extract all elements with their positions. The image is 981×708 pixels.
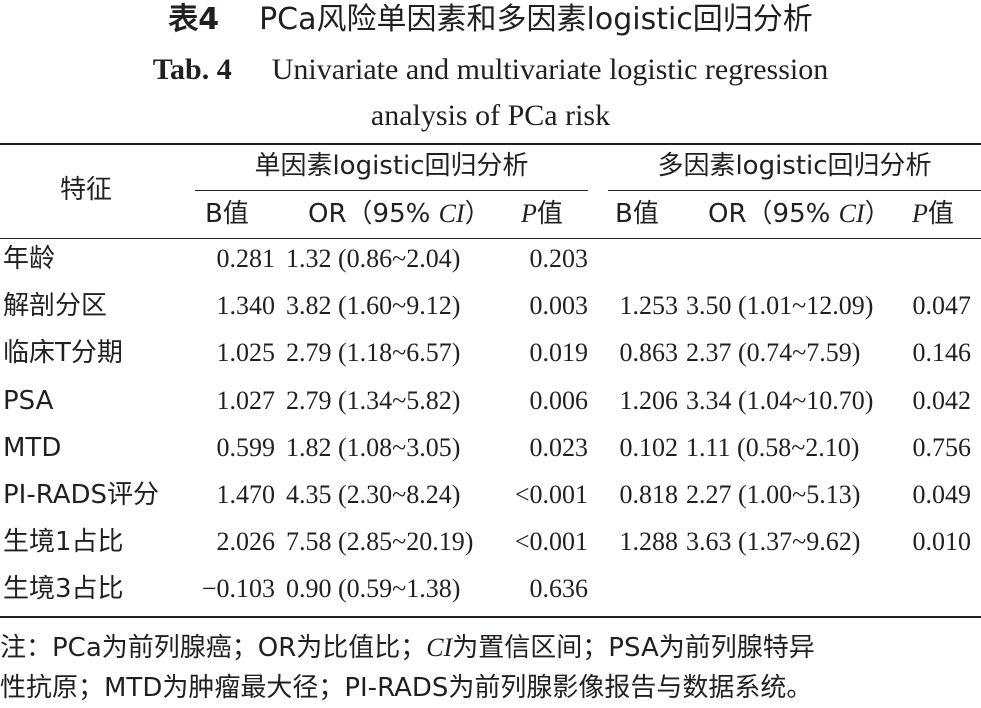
row-univariate-or: 2.79 (1.18~6.57) — [286, 338, 461, 367]
row-multivariate-p: 0.756 — [912, 433, 972, 462]
caption-en-title-line2: analysis of PCa risk — [370, 99, 611, 132]
multivariate-group-rule — [608, 190, 981, 191]
row-multivariate-or: 1.11 (0.58~2.10) — [686, 433, 860, 462]
header-univariate-p: P值 — [521, 199, 563, 229]
caption-en-label: Tab. 4 — [152, 53, 232, 86]
row-multivariate-or: 3.50 (1.01~12.09) — [686, 291, 874, 320]
row-multivariate-b: 1.253 — [619, 291, 679, 320]
header-feature: 特征 — [60, 175, 113, 205]
row-feature: 生境1占比 — [3, 527, 124, 557]
row-univariate-b: 1.340 — [216, 291, 276, 320]
row-feature: 生境3占比 — [3, 574, 124, 604]
row-univariate-p: 0.023 — [529, 433, 589, 462]
row-univariate-p: 0.006 — [529, 386, 589, 415]
header-multivariate-p: P值 — [912, 199, 954, 229]
row-univariate-or: 2.79 (1.34~5.82) — [286, 386, 461, 415]
header-bottom-rule — [0, 238, 981, 239]
univariate-group-rule — [195, 190, 588, 191]
table-caption-en-cont: analysis of PCa risk — [0, 98, 981, 134]
row-multivariate-p: 0.047 — [912, 291, 972, 320]
row-univariate-p: 0.203 — [529, 244, 589, 273]
row-feature: MTD — [3, 433, 62, 463]
table-top-rule — [0, 143, 981, 145]
row-univariate-b: 0.599 — [216, 433, 276, 462]
row-univariate-or: 3.82 (1.60~9.12) — [286, 291, 461, 320]
caption-cn-title: PCa风险单因素和多因素logistic回归分析 — [259, 2, 813, 37]
row-univariate-or: 1.82 (1.08~3.05) — [286, 433, 461, 462]
note-text-b: 为置信区间；PSA为前列腺特异 — [452, 633, 815, 663]
p-letter: P — [521, 199, 537, 228]
row-univariate-or: 4.35 (2.30~8.24) — [286, 480, 461, 509]
row-univariate-or: 0.90 (0.59~1.38) — [286, 574, 461, 603]
row-univariate-or: 1.32 (0.86~2.04) — [286, 244, 461, 273]
table-caption-cn: 表4 PCa风险单因素和多因素logistic回归分析 — [0, 2, 981, 38]
row-univariate-p: <0.001 — [514, 480, 588, 509]
row-univariate-b: 1.470 — [216, 480, 276, 509]
p-suffix: 值 — [927, 199, 954, 229]
row-feature: PSA — [3, 386, 54, 416]
row-univariate-b: 1.027 — [216, 386, 276, 415]
row-univariate-p: 0.636 — [529, 574, 589, 603]
header-univariate-or: OR（95% CI） — [308, 199, 491, 229]
row-multivariate-b: 1.288 — [619, 527, 679, 556]
header-multivariate-or: OR（95% CI） — [708, 199, 891, 229]
caption-cn-label: 表4 — [168, 2, 220, 37]
row-multivariate-p: 0.010 — [912, 527, 972, 556]
row-multivariate-p: 0.042 — [912, 386, 972, 415]
row-univariate-b: 0.281 — [216, 244, 276, 273]
row-multivariate-b: 1.206 — [619, 386, 679, 415]
note-ci: CI — [426, 633, 453, 662]
row-univariate-p: <0.001 — [514, 527, 588, 556]
row-univariate-or: 7.58 (2.85~20.19) — [286, 527, 474, 556]
or-ci: CI — [838, 199, 865, 228]
row-univariate-b: 1.025 — [216, 338, 276, 367]
p-letter: P — [912, 199, 928, 228]
row-univariate-p: 0.003 — [529, 291, 589, 320]
row-feature: 临床T分期 — [3, 338, 123, 368]
row-feature: 年龄 — [3, 244, 56, 274]
table-note-line2: 性抗原；MTD为肿瘤最大径；PI-RADS为前列腺影像报告与数据系统。 — [0, 673, 813, 703]
row-multivariate-b: 0.818 — [619, 480, 679, 509]
row-multivariate-or: 3.63 (1.37~9.62) — [686, 527, 861, 556]
row-multivariate-p: 0.146 — [912, 338, 972, 367]
row-multivariate-or: 2.27 (1.00~5.13) — [686, 480, 861, 509]
header-univariate: 单因素logistic回归分析 — [254, 151, 529, 181]
row-multivariate-p: 0.049 — [912, 480, 972, 509]
row-univariate-b: −0.103 — [201, 574, 275, 603]
or-suffix: ） — [464, 199, 491, 229]
p-suffix: 值 — [536, 199, 563, 229]
or-prefix: OR（95% — [708, 199, 839, 229]
or-suffix: ） — [864, 199, 891, 229]
row-multivariate-or: 2.37 (0.74~7.59) — [686, 338, 861, 367]
row-multivariate-b: 0.863 — [619, 338, 679, 367]
or-prefix: OR（95% — [308, 199, 439, 229]
row-univariate-b: 2.026 — [216, 527, 276, 556]
header-multivariate: 多因素logistic回归分析 — [657, 151, 932, 181]
row-multivariate-or: 3.34 (1.04~10.70) — [686, 386, 874, 415]
note-text-a: 注：PCa为前列腺癌；OR为比值比； — [0, 633, 427, 663]
table-note-line1: 注：PCa为前列腺癌；OR为比值比；CI为置信区间；PSA为前列腺特异 — [0, 632, 981, 664]
header-univariate-b: B值 — [205, 199, 249, 229]
header-multivariate-b: B值 — [615, 199, 659, 229]
row-multivariate-b: 0.102 — [619, 433, 679, 462]
table-bottom-rule — [0, 616, 981, 618]
row-feature: 解剖分区 — [3, 291, 108, 321]
table-caption-en: Tab. 4 Univariate and multivariate logist… — [0, 52, 981, 88]
caption-en-title-line1: Univariate and multivariate logistic reg… — [271, 53, 829, 86]
row-feature: PI-RADS评分 — [3, 480, 160, 510]
or-ci: CI — [438, 199, 465, 228]
row-univariate-p: 0.019 — [529, 338, 589, 367]
